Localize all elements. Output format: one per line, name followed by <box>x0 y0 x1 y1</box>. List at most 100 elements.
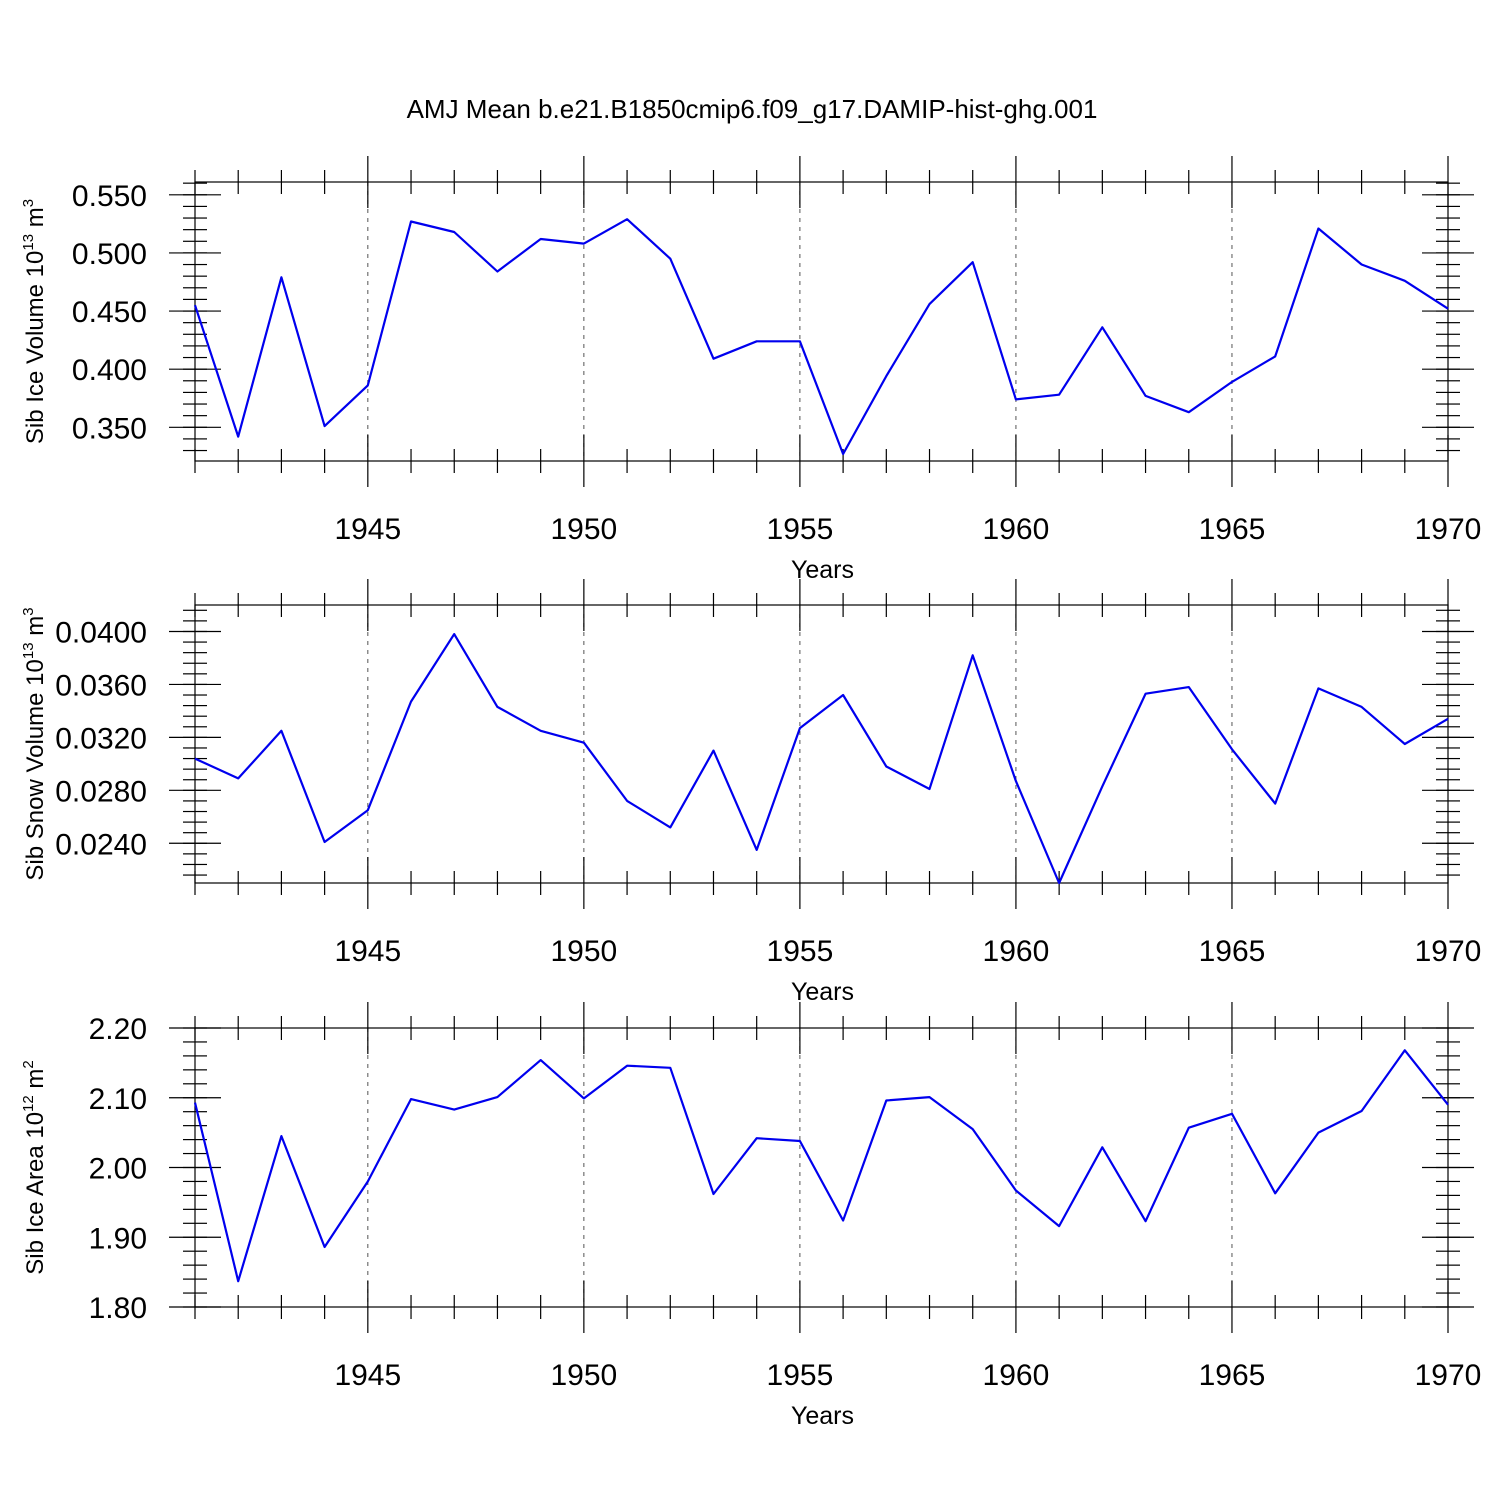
data-point <box>1447 308 1449 310</box>
data-point <box>929 1096 931 1098</box>
data-point <box>1404 743 1406 745</box>
data-point <box>410 1098 412 1100</box>
data-point <box>1188 686 1190 688</box>
data-point <box>1188 411 1190 413</box>
data-point <box>1404 1049 1406 1051</box>
data-point <box>453 231 455 233</box>
x-tick-label: 1950 <box>550 1359 617 1392</box>
y-tick-label: 1.90 <box>89 1222 147 1255</box>
y-tick-label: 0.500 <box>72 238 147 271</box>
data-point <box>842 694 844 696</box>
data-point <box>885 1100 887 1102</box>
y-tick-label: 0.0320 <box>55 722 147 755</box>
series-line-snow-volume <box>194 632 1449 885</box>
data-point <box>1058 882 1060 884</box>
x-tick-label: 1970 <box>1415 935 1482 968</box>
x-axis-label: Years <box>791 556 854 584</box>
data-point <box>1058 394 1060 396</box>
data-point <box>410 221 412 223</box>
data-point <box>1231 1113 1233 1115</box>
x-tick-label: 1945 <box>334 935 401 968</box>
x-tick-label: 1965 <box>1199 1359 1266 1392</box>
data-point <box>1145 1220 1147 1222</box>
data-point <box>669 826 671 828</box>
data-point <box>929 788 931 790</box>
data-point <box>1015 1190 1017 1192</box>
data-point <box>453 1109 455 1111</box>
x-tick-label: 1945 <box>334 513 401 546</box>
data-point <box>367 809 369 811</box>
data-point <box>280 276 282 278</box>
data-point <box>1404 280 1406 282</box>
y-tick-label: 0.550 <box>72 180 147 213</box>
y-axis-label: Sib Ice Volume 1013 m3 <box>20 199 49 444</box>
y-tick-label: 2.20 <box>89 1013 147 1046</box>
data-point <box>583 742 585 744</box>
data-point <box>324 425 326 427</box>
data-point <box>237 1280 239 1282</box>
data-point <box>1015 780 1017 782</box>
y-tick-label: 1.80 <box>89 1292 147 1325</box>
data-point <box>972 261 974 263</box>
data-point <box>756 1137 758 1139</box>
data-point <box>1015 398 1017 400</box>
data-point <box>540 730 542 732</box>
x-tick-label: 1965 <box>1199 935 1266 968</box>
data-point <box>410 701 412 703</box>
data-point <box>1317 687 1319 689</box>
x-tick-label: 1955 <box>767 935 834 968</box>
data-point <box>540 238 542 240</box>
data-point <box>712 750 714 752</box>
x-tick-label: 1960 <box>983 935 1050 968</box>
data-point <box>1058 1225 1060 1227</box>
panel-ice-volume: 0.350 0.400 0.450 0.500 0.550 1945 1950 1955 196… <box>20 156 1481 584</box>
y-tick-label: 0.0360 <box>55 669 147 702</box>
x-tick-label: 1955 <box>767 1359 834 1392</box>
panel-snow-volume: 0.0240 0.0280 0.0320 0.0360 0.0400 1945 1950 19… <box>20 579 1481 1006</box>
data-point <box>1101 785 1103 787</box>
data-point <box>583 1097 585 1099</box>
y-axis-label: Sib Ice Area 1012 m2 <box>20 1060 49 1274</box>
x-tick-label: 1970 <box>1415 513 1482 546</box>
data-point <box>929 303 931 305</box>
data-point <box>1101 326 1103 328</box>
data-point <box>280 730 282 732</box>
data-point <box>1361 264 1363 266</box>
data-point <box>712 1193 714 1195</box>
data-point <box>583 243 585 245</box>
data-point <box>1101 1146 1103 1148</box>
x-tick-label: 1960 <box>983 513 1050 546</box>
y-tick-label: 0.0400 <box>55 616 147 649</box>
x-axis-label: Years <box>791 1402 854 1430</box>
panel-ice-area: 1.80 1.90 2.00 2.10 2.20 1945 1950 1955 1960 1965… <box>20 1002 1481 1430</box>
data-point <box>324 841 326 843</box>
x-tick-label: 1950 <box>550 935 617 968</box>
data-point <box>1317 1132 1319 1134</box>
data-point <box>324 1246 326 1248</box>
data-point <box>626 800 628 802</box>
data-point <box>626 218 628 220</box>
data-point <box>1361 706 1363 708</box>
chart-title: AMJ Mean b.e21.B1850cmip6.f09_g17.DAMIP-… <box>407 94 1098 124</box>
data-point <box>842 453 844 455</box>
data-point <box>237 777 239 779</box>
data-point <box>1274 1192 1276 1194</box>
data-point <box>1274 803 1276 805</box>
panels: 0.350 0.400 0.450 0.500 0.550 1945 1950 1955 196… <box>20 156 1481 1430</box>
x-tick-label: 1960 <box>983 1359 1050 1392</box>
data-point <box>1145 693 1147 695</box>
data-point <box>540 1059 542 1061</box>
data-point <box>496 706 498 708</box>
series-line-ice-volume <box>193 218 1449 456</box>
data-point <box>194 304 196 306</box>
data-point <box>280 1135 282 1137</box>
data-point <box>496 1096 498 1098</box>
y-axis-label: Sib Snow Volume 1013 m3 <box>20 607 49 880</box>
y-tick-label: 2.00 <box>89 1153 147 1186</box>
data-point <box>799 1140 801 1142</box>
data-point <box>1231 381 1233 383</box>
data-point <box>1447 1104 1449 1106</box>
data-point <box>1188 1127 1190 1129</box>
data-point <box>453 633 455 635</box>
data-point <box>1274 355 1276 357</box>
